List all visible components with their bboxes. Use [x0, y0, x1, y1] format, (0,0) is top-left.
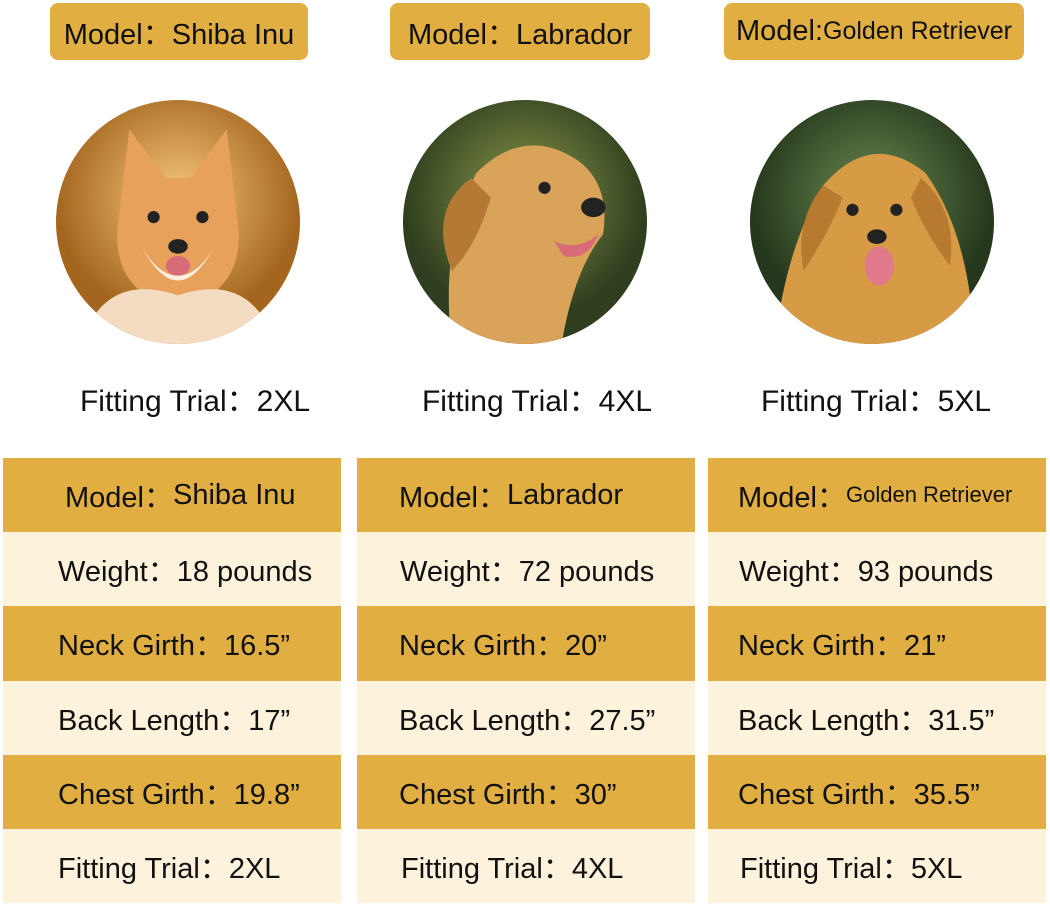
model-header-label: Model: — [735, 15, 824, 47]
neck-girth-row: Neck Girth：20” — [357, 606, 695, 681]
spec-table-golden-retriever: Model： Golden Retriever Weight：93 pounds … — [708, 458, 1046, 904]
fitting-caption-golden-retriever: Fitting Trial：5XL — [760, 385, 992, 418]
chest-girth-row: Chest Girth：30” — [357, 754, 695, 829]
back-length-row: Back Length：31.5” — [708, 680, 1046, 755]
chest-girth-row: Chest Girth：19.8” — [3, 754, 341, 829]
fitting-caption-shiba-inu: Fitting Trial：2XL — [79, 385, 311, 418]
chest-girth-row: Chest Girth：35.5” — [708, 754, 1046, 829]
model-header-text: Model：Shiba Inu — [63, 18, 295, 51]
neck-girth-row: Neck Girth：16.5” — [3, 606, 341, 681]
weight-row: Weight：72 pounds — [357, 532, 695, 607]
model-header-labrador: Model：Labrador — [390, 3, 650, 60]
back-length-row: Back Length：17” — [3, 680, 341, 755]
fitting-trial-row: Fitting Trial：4XL — [357, 828, 695, 904]
neck-girth-row: Neck Girth：21” — [708, 606, 1046, 681]
fitting-caption-labrador: Fitting Trial：4XL — [421, 385, 653, 418]
model-row: Model： Golden Retriever — [708, 458, 1046, 533]
golden-retriever-photo — [750, 100, 994, 344]
labrador-photo — [403, 100, 647, 344]
weight-row: Weight：18 pounds — [3, 532, 341, 607]
model-row: Model： Labrador — [357, 458, 695, 533]
spec-table-shiba-inu: Model： Shiba Inu Weight：18 pounds Neck Gi… — [3, 458, 341, 904]
model-header-value: Golden Retriever — [823, 17, 1013, 45]
model-label: Model： — [65, 482, 173, 515]
model-header-text: Model：Labrador — [407, 18, 633, 51]
fitting-trial-row: Fitting Trial：2XL — [3, 828, 341, 904]
model-value: Labrador — [507, 478, 624, 511]
back-length-row: Back Length：27.5” — [357, 680, 695, 755]
model-value: Golden Retriever — [846, 482, 1013, 508]
model-header-shiba-inu: Model：Shiba Inu — [50, 3, 308, 60]
fitting-trial-row: Fitting Trial：5XL — [708, 828, 1046, 904]
model-label: Model： — [399, 482, 507, 515]
model-label: Model： — [738, 482, 846, 515]
weight-row: Weight：93 pounds — [708, 532, 1046, 607]
model-header-golden-retriever: Model: Golden Retriever — [724, 3, 1024, 60]
model-row: Model： Shiba Inu — [3, 458, 341, 533]
spec-table-labrador: Model： Labrador Weight：72 pounds Neck Gir… — [357, 458, 695, 904]
model-value: Shiba Inu — [173, 478, 296, 511]
shiba-inu-photo — [56, 100, 300, 344]
